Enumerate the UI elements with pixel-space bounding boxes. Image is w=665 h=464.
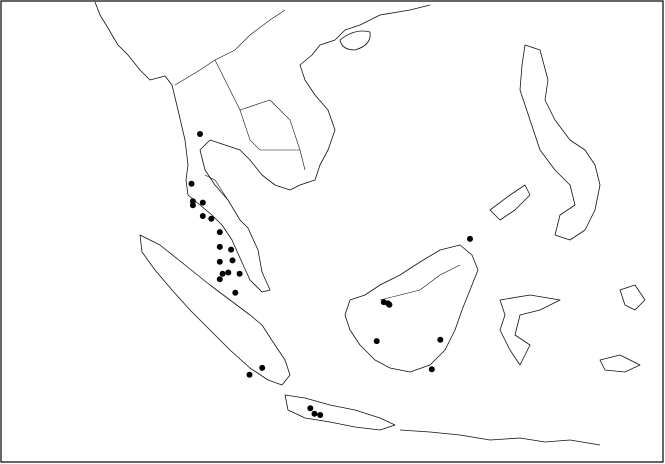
- occurrence-marker: [208, 215, 215, 222]
- occurrence-marker: [236, 270, 243, 277]
- occurrence-marker: [437, 336, 444, 343]
- occurrence-marker: [259, 364, 266, 371]
- occurrence-marker: [189, 202, 196, 209]
- occurrence-marker: [225, 269, 232, 276]
- occurrence-marker: [216, 276, 223, 283]
- occurrence-markers: [188, 131, 473, 418]
- occurrence-marker: [467, 235, 473, 242]
- occurrence-marker: [307, 405, 314, 412]
- occurrence-marker: [229, 257, 236, 264]
- borneo-coast: [344, 244, 479, 373]
- occurrence-marker: [216, 258, 223, 265]
- coastlines: [94, 1, 646, 446]
- occurrence-marker: [317, 412, 324, 418]
- occurrence-marker: [216, 229, 223, 236]
- occurrence-marker: [373, 338, 380, 345]
- sumatra-coast: [139, 234, 291, 386]
- occurrence-marker: [246, 371, 253, 378]
- occurrence-marker: [188, 180, 195, 187]
- occurrence-marker: [216, 243, 223, 250]
- occurrence-marker: [219, 270, 226, 277]
- occurrence-marker: [311, 410, 318, 417]
- occurrence-marker: [189, 198, 196, 205]
- occurrence-marker: [428, 366, 435, 373]
- occurrence-marker: [232, 289, 239, 296]
- occurrence-marker: [197, 131, 203, 137]
- occurrence-marker: [386, 301, 393, 308]
- occurrence-marker: [199, 199, 206, 206]
- occurrence-marker: [228, 246, 235, 253]
- occurrence-marker: [199, 213, 206, 219]
- java-coast: [284, 394, 396, 431]
- mainland-coast: [94, 1, 431, 293]
